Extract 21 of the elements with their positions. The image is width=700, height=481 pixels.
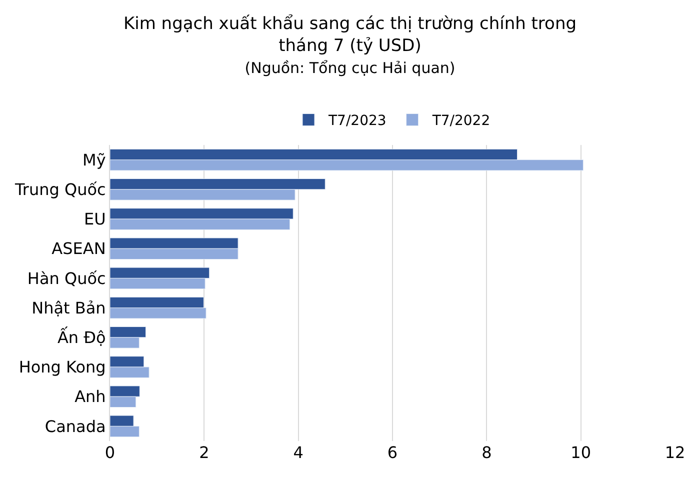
x-tick-label: 2 bbox=[199, 443, 210, 462]
y-tick-label: ASEAN bbox=[52, 239, 106, 258]
legend-label: T7/2022 bbox=[431, 113, 490, 130]
x-tick-label: 0 bbox=[104, 443, 116, 462]
y-tick-label: Mỹ bbox=[82, 150, 106, 170]
x-tick-label: 8 bbox=[482, 443, 492, 462]
x-tick-label: 6 bbox=[387, 443, 398, 462]
y-tick-label: Trung Quốc bbox=[14, 180, 106, 199]
x-tick-label: 4 bbox=[293, 443, 304, 462]
y-tick-label: Nhật Bản bbox=[32, 298, 106, 318]
y-tick-label: Hong Kong bbox=[18, 358, 106, 377]
x-tick-label: 10 bbox=[570, 443, 592, 462]
y-tick-label: Canada bbox=[44, 416, 106, 436]
y-tick-label: Hàn Quốc bbox=[27, 268, 106, 288]
chart-subtitle: (Nguồn: Tổng cục Hải quan) bbox=[244, 59, 456, 78]
legend-label: T7/2023 bbox=[328, 113, 386, 130]
y-tick-label: Anh bbox=[74, 387, 106, 406]
chart-title: Kim ngạch xuất khẩu sang các thị trường chính trong tháng 7 (tỷ USD) bbox=[123, 14, 577, 56]
x-tick-label: 12 bbox=[664, 443, 686, 462]
y-tick-label: EU bbox=[84, 210, 106, 229]
y-tick-label: Ấn Độ bbox=[57, 326, 106, 347]
